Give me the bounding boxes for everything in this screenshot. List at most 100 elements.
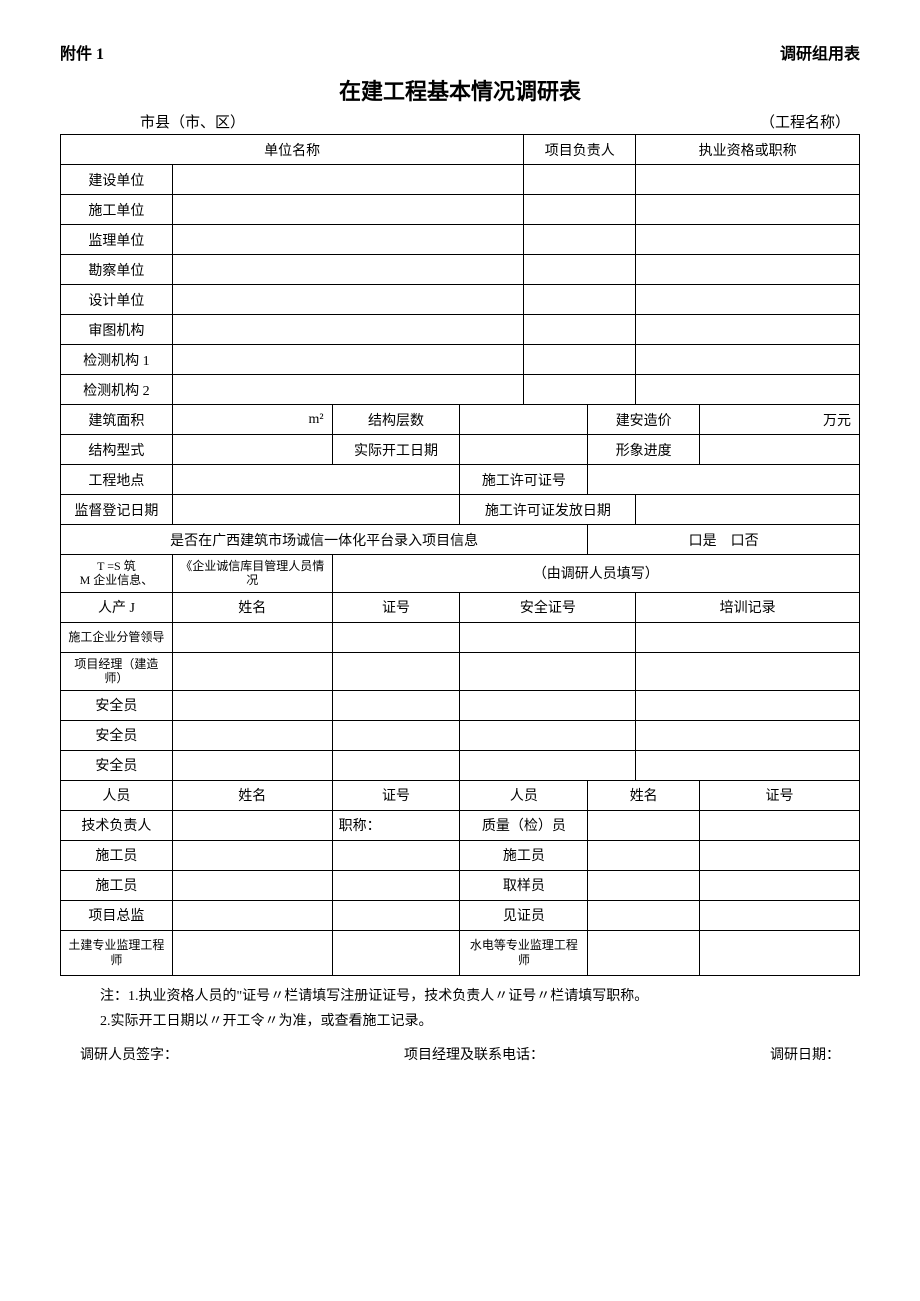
cell[interactable] xyxy=(636,652,860,690)
table-row: 工程地点 施工许可证号 xyxy=(61,465,860,495)
group-label: 调研组用表 xyxy=(780,40,860,64)
cell[interactable] xyxy=(172,255,524,285)
cell[interactable] xyxy=(172,810,332,840)
cell[interactable] xyxy=(700,435,860,465)
cell[interactable] xyxy=(172,165,524,195)
cell[interactable] xyxy=(172,720,332,750)
cell[interactable] xyxy=(460,405,588,435)
cell[interactable] xyxy=(524,315,636,345)
col-header: 证号 xyxy=(332,592,460,622)
cell[interactable] xyxy=(172,285,524,315)
cell[interactable] xyxy=(700,870,860,900)
note-1: 注：1.执业资格人员的"证号〃栏请填写注册证证号，技术负责人〃证号〃栏请填写职称… xyxy=(100,984,860,1009)
cell[interactable] xyxy=(588,840,700,870)
cell[interactable] xyxy=(588,810,700,840)
cell[interactable] xyxy=(636,720,860,750)
cell[interactable] xyxy=(172,435,332,465)
cell[interactable] xyxy=(588,930,700,975)
cell[interactable] xyxy=(588,900,700,930)
cell[interactable] xyxy=(588,870,700,900)
cell[interactable] xyxy=(172,930,332,975)
cell[interactable] xyxy=(332,840,460,870)
cell[interactable] xyxy=(172,375,524,405)
cell[interactable] xyxy=(524,195,636,225)
cell[interactable] xyxy=(172,900,332,930)
cell[interactable] xyxy=(636,495,860,525)
footer-row: 调研人员签字： 项目经理及联系电话： 调研日期： xyxy=(60,1044,860,1064)
cell[interactable] xyxy=(332,930,460,975)
table-row: 建设单位 xyxy=(61,165,860,195)
cell[interactable] xyxy=(172,195,524,225)
cell[interactable] xyxy=(636,315,860,345)
cell[interactable] xyxy=(332,652,460,690)
role-label: 安全员 xyxy=(61,720,173,750)
cell[interactable] xyxy=(332,690,460,720)
cell[interactable] xyxy=(636,195,860,225)
no-checkbox[interactable]: 口否 xyxy=(731,534,759,549)
cell[interactable] xyxy=(524,225,636,255)
table-row: 安全员 xyxy=(61,750,860,780)
cell[interactable] xyxy=(636,165,860,195)
yes-checkbox[interactable]: 口是 xyxy=(689,534,717,549)
cell[interactable] xyxy=(332,622,460,652)
cell[interactable] xyxy=(460,720,636,750)
pm-header: 项目负责人 xyxy=(524,135,636,165)
cell[interactable] xyxy=(636,622,860,652)
cell[interactable] xyxy=(172,750,332,780)
table-row: 人员 姓名 证号 人员 姓名 证号 xyxy=(61,780,860,810)
cell[interactable] xyxy=(524,345,636,375)
cell[interactable] xyxy=(172,345,524,375)
col-header: 姓名 xyxy=(588,780,700,810)
cell[interactable] xyxy=(172,690,332,720)
cell[interactable] xyxy=(700,930,860,975)
unit-label: 勘察单位 xyxy=(61,255,173,285)
table-row: 安全员 xyxy=(61,690,860,720)
cell[interactable] xyxy=(460,750,636,780)
cell[interactable] xyxy=(636,375,860,405)
cell[interactable] xyxy=(636,285,860,315)
cell[interactable] xyxy=(524,165,636,195)
cell[interactable] xyxy=(524,285,636,315)
role-label: 土建专业监理工程师 xyxy=(61,930,173,975)
role-label: 施工员 xyxy=(61,840,173,870)
cell[interactable] xyxy=(636,690,860,720)
cell[interactable] xyxy=(700,840,860,870)
cell[interactable] xyxy=(524,255,636,285)
platform-question: 是否在广西建筑市场诚信一体化平台录入项目信息 xyxy=(61,525,588,555)
cell[interactable] xyxy=(172,315,524,345)
cell[interactable] xyxy=(172,652,332,690)
note-2: 2.实际开工日期以〃开工令〃为准，或查看施工记录。 xyxy=(100,1009,860,1034)
cell[interactable] xyxy=(460,690,636,720)
cell[interactable] xyxy=(172,840,332,870)
cell[interactable] xyxy=(636,225,860,255)
cell[interactable] xyxy=(636,345,860,375)
cell[interactable] xyxy=(460,435,588,465)
cell[interactable] xyxy=(172,870,332,900)
cell[interactable] xyxy=(460,652,636,690)
cell[interactable] xyxy=(460,622,636,652)
date-label: 调研日期： xyxy=(770,1044,840,1064)
cell[interactable] xyxy=(172,225,524,255)
cost-label: 建安造价 xyxy=(588,405,700,435)
cell[interactable] xyxy=(172,465,460,495)
cell[interactable] xyxy=(332,720,460,750)
table-row: 结构型式 实际开工日期 形象进度 xyxy=(61,435,860,465)
cell[interactable] xyxy=(332,870,460,900)
cell[interactable] xyxy=(332,900,460,930)
cell[interactable] xyxy=(700,810,860,840)
role-label: 质量（检）员 xyxy=(460,810,588,840)
section2-left: T =S 筑M 企业信息、 xyxy=(61,555,173,593)
subheader-right: （工程名称） xyxy=(760,111,850,132)
cell[interactable] xyxy=(332,750,460,780)
cell[interactable] xyxy=(524,375,636,405)
cell[interactable] xyxy=(636,750,860,780)
permit-label: 施工许可证号 xyxy=(460,465,588,495)
cell[interactable] xyxy=(172,495,460,525)
floors-label: 结构层数 xyxy=(332,405,460,435)
platform-answer[interactable]: 口是 口否 xyxy=(588,525,860,555)
cell[interactable] xyxy=(588,465,860,495)
cell[interactable] xyxy=(172,622,332,652)
cell[interactable] xyxy=(636,255,860,285)
cell[interactable] xyxy=(700,900,860,930)
location-label: 工程地点 xyxy=(61,465,173,495)
